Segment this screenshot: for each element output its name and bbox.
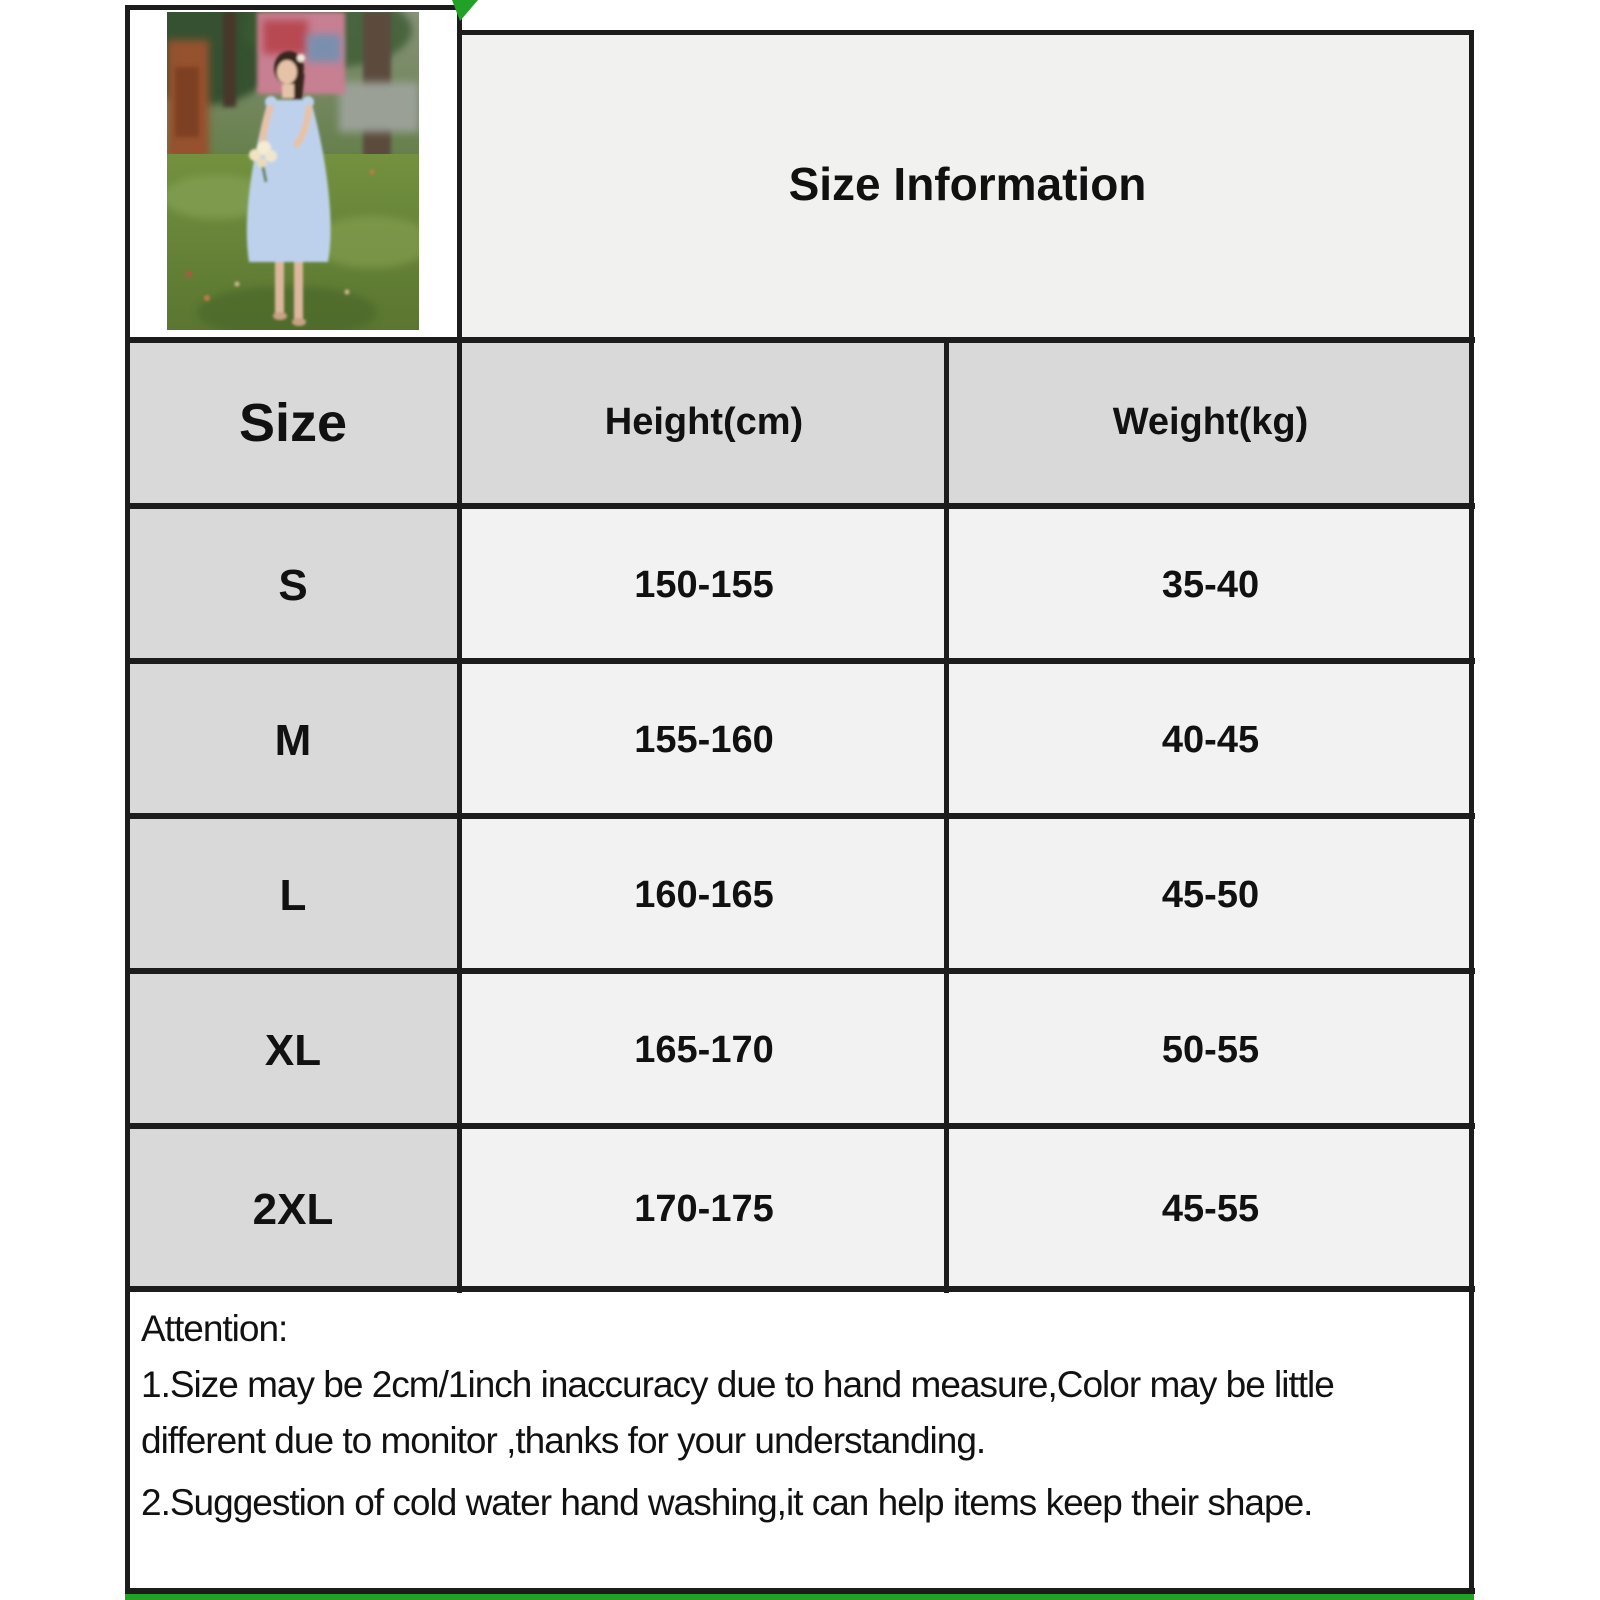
weight-value-cell: 50-55: [947, 973, 1474, 1128]
row-divider: [125, 658, 1475, 664]
row-divider: [125, 1286, 1475, 1292]
attention-heading: Attention:: [141, 1308, 288, 1349]
photo-wall: [339, 82, 419, 132]
column-header-weight: Weight(kg): [947, 337, 1474, 508]
height-value-cell: 170-175: [461, 1128, 947, 1291]
size-value-cell: M: [125, 663, 461, 818]
row-divider: [125, 337, 1475, 343]
column-header-size: Size: [125, 337, 461, 508]
height-value-cell: 155-160: [461, 663, 947, 818]
model-bouquet: [249, 141, 277, 183]
product-photo: [167, 12, 419, 330]
table-border-left: [125, 5, 130, 1594]
table-border-top: [457, 30, 1474, 35]
table-border-bottom: [125, 1588, 1475, 1594]
page-title: Size Information: [788, 157, 1147, 210]
height-value-cell: 165-170: [461, 973, 947, 1128]
weight-value-cell: 35-40: [947, 508, 1474, 663]
table-border-right: [1469, 30, 1474, 1594]
row-divider: [125, 1123, 1475, 1129]
product-photo-cell: [125, 5, 461, 337]
column-header-height: Height(cm): [461, 337, 947, 508]
green-footer-bar: [125, 1594, 1474, 1600]
weight-value-cell: 45-55: [947, 1128, 1474, 1291]
photo-model-figure: [246, 51, 331, 326]
size-information-title-cell: Size Information: [461, 30, 1474, 337]
size-value-cell: 2XL: [125, 1128, 461, 1291]
attention-line: different due to monitor ,thanks for you…: [141, 1420, 986, 1461]
column-divider: [457, 0, 462, 1293]
header-height-label: Height(cm): [604, 401, 804, 443]
model-face: [277, 60, 297, 84]
row-divider: [125, 968, 1475, 974]
model-dress: [246, 100, 331, 262]
header-size-label: Size: [238, 392, 348, 453]
row-divider: [125, 503, 1475, 509]
weight-value-cell: 45-50: [947, 818, 1474, 973]
size-value-cell: XL: [125, 973, 461, 1128]
height-value-cell: 150-155: [461, 508, 947, 663]
attention-line: 2.Suggestion of cold water hand washing,…: [141, 1482, 1313, 1523]
table-border-top: [125, 5, 462, 10]
height-value-cell: 160-165: [461, 818, 947, 973]
model-leg: [275, 262, 284, 314]
attention-line: 1.Size may be 2cm/1inch inaccuracy due t…: [141, 1364, 1335, 1405]
green-corner-marker-icon: [452, 0, 478, 21]
size-value-cell: L: [125, 818, 461, 973]
weight-value-cell: 40-45: [947, 663, 1474, 818]
header-weight-label: Weight(kg): [1112, 401, 1309, 443]
model-hair-flower: [297, 54, 305, 62]
size-value-cell: S: [125, 508, 461, 663]
row-divider: [125, 813, 1475, 819]
attention-note: Attention: 1.Size may be 2cm/1inch inacc…: [125, 1291, 1474, 1588]
